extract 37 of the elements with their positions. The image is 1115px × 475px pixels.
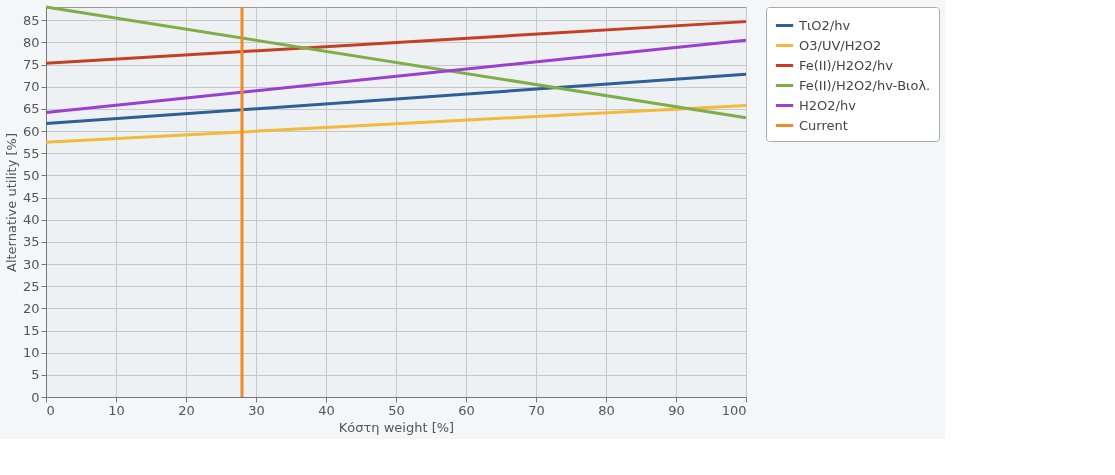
- legend-label: O3/UV/H2O2: [799, 37, 882, 53]
- y-tick-label: 10: [22, 345, 40, 361]
- x-tick-label: 90: [668, 402, 685, 418]
- y-axis-title: Alternative utility [%]: [3, 132, 19, 273]
- y-tick-label: 0: [31, 389, 40, 405]
- y-tick-label: 30: [22, 256, 40, 272]
- x-tick-label: 0: [46, 402, 55, 418]
- x-tick-label: 70: [528, 402, 545, 418]
- x-tick-label: 50: [388, 402, 405, 418]
- y-tick-label: 50: [22, 167, 40, 183]
- x-axis-title: Κόστη weight [%]: [338, 419, 455, 435]
- y-tick-label: 60: [22, 123, 40, 139]
- y-tick-label: 55: [22, 145, 40, 161]
- legend-label: TιO2/hv: [798, 17, 851, 33]
- y-tick-label: 45: [22, 190, 40, 206]
- y-tick-label: 75: [22, 57, 40, 73]
- y-tick-label: 40: [22, 212, 40, 228]
- y-tick-label: 70: [22, 79, 40, 95]
- x-tick-label: 60: [458, 402, 475, 418]
- x-tick-label: 20: [178, 402, 195, 418]
- y-tick-label: 25: [22, 278, 40, 294]
- legend-label: Fe(II)/H2O2/hv-Βιολ.: [799, 77, 931, 93]
- x-tick-label: 10: [108, 402, 125, 418]
- x-tick-label: 30: [248, 402, 265, 418]
- y-tick-label: 80: [22, 34, 40, 50]
- x-tick-label: 80: [598, 402, 615, 418]
- y-tick-label: 20: [22, 300, 40, 316]
- y-tick-label: 15: [22, 323, 40, 339]
- y-tick-label: 5: [31, 367, 40, 383]
- legend-label: Fe(II)/H2O2/hv: [799, 57, 894, 73]
- x-tick-label: 100: [721, 402, 747, 418]
- y-tick-label: 35: [22, 234, 40, 250]
- y-tick-label: 65: [22, 101, 40, 117]
- legend-label: Current: [799, 117, 848, 133]
- x-tick-label: 40: [318, 402, 335, 418]
- legend-label: H2O2/hv: [799, 97, 857, 113]
- y-tick-label: 85: [22, 12, 40, 28]
